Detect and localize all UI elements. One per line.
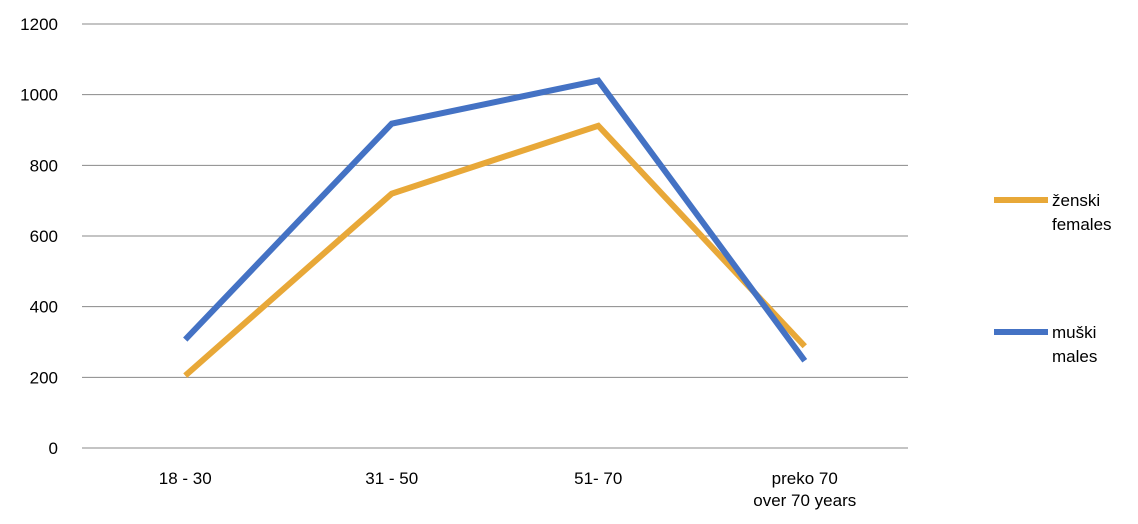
legend-label-line: muški (1052, 323, 1096, 342)
legend: ženski females muški males (994, 191, 1112, 366)
y-tick-label: 400 (30, 298, 58, 317)
legend-label-line: males (1052, 347, 1097, 366)
y-tick-label: 1000 (20, 86, 58, 105)
y-tick-label: 0 (49, 439, 58, 458)
x-tick-label: 18 - 30 (159, 469, 212, 488)
legend-label: ženski females (1052, 191, 1112, 234)
y-tick-label: 600 (30, 227, 58, 246)
legend-label-line: ženski (1052, 191, 1100, 210)
x-tick-label-line: 18 - 30 (159, 469, 212, 488)
x-tick-label-line: preko 70 (772, 469, 838, 488)
gridlines (82, 23, 908, 449)
x-tick-label-line: 51- 70 (574, 469, 622, 488)
y-axis-ticks: 0 200 400 600 800 1000 1200 (20, 15, 58, 458)
legend-label-line: females (1052, 215, 1112, 234)
y-tick-label: 200 (30, 368, 58, 387)
x-tick-label-line: 31 - 50 (365, 469, 418, 488)
x-tick-label: 31 - 50 (365, 469, 418, 488)
x-tick-label: preko 70 over 70 years (753, 469, 856, 510)
x-tick-label-line: over 70 years (753, 491, 856, 510)
legend-label: muški males (1052, 323, 1097, 366)
x-tick-label: 51- 70 (574, 469, 622, 488)
series-line-0 (183, 122, 807, 378)
x-axis-ticks: 18 - 30 31 - 50 51- 70 preko 70 over 70 year… (159, 469, 856, 510)
series-lines (183, 77, 808, 378)
y-tick-label: 800 (30, 156, 58, 175)
series-line-1 (183, 77, 808, 363)
y-tick-label: 1200 (20, 15, 58, 34)
